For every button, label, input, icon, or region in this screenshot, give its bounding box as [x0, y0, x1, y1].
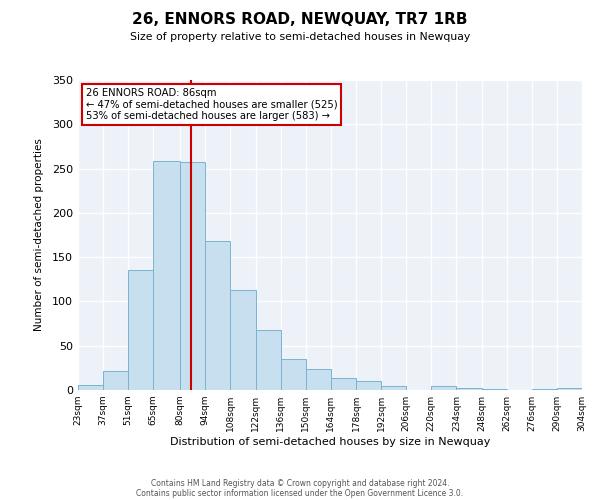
Text: 26, ENNORS ROAD, NEWQUAY, TR7 1RB: 26, ENNORS ROAD, NEWQUAY, TR7 1RB	[132, 12, 468, 28]
Bar	[482, 389, 506, 390]
Text: Contains public sector information licensed under the Open Government Licence 3.: Contains public sector information licen…	[136, 488, 464, 498]
Bar	[128, 270, 154, 390]
Bar	[457, 388, 482, 390]
Bar	[331, 378, 356, 390]
Bar	[103, 372, 128, 390]
Bar	[256, 330, 281, 390]
Bar	[281, 359, 306, 390]
Bar	[356, 381, 381, 390]
Bar	[78, 384, 103, 390]
Bar	[532, 389, 557, 390]
Bar	[431, 386, 457, 390]
Bar	[557, 388, 582, 390]
Bar	[230, 290, 256, 390]
Text: Contains HM Land Registry data © Crown copyright and database right 2024.: Contains HM Land Registry data © Crown c…	[151, 478, 449, 488]
Bar	[381, 386, 406, 390]
Text: 26 ENNORS ROAD: 86sqm
← 47% of semi-detached houses are smaller (525)
53% of sem: 26 ENNORS ROAD: 86sqm ← 47% of semi-deta…	[86, 88, 337, 121]
Bar	[306, 368, 331, 390]
Y-axis label: Number of semi-detached properties: Number of semi-detached properties	[34, 138, 44, 332]
X-axis label: Distribution of semi-detached houses by size in Newquay: Distribution of semi-detached houses by …	[170, 437, 490, 447]
Bar	[154, 162, 180, 390]
Text: Size of property relative to semi-detached houses in Newquay: Size of property relative to semi-detach…	[130, 32, 470, 42]
Bar	[180, 162, 205, 390]
Bar	[205, 241, 230, 390]
